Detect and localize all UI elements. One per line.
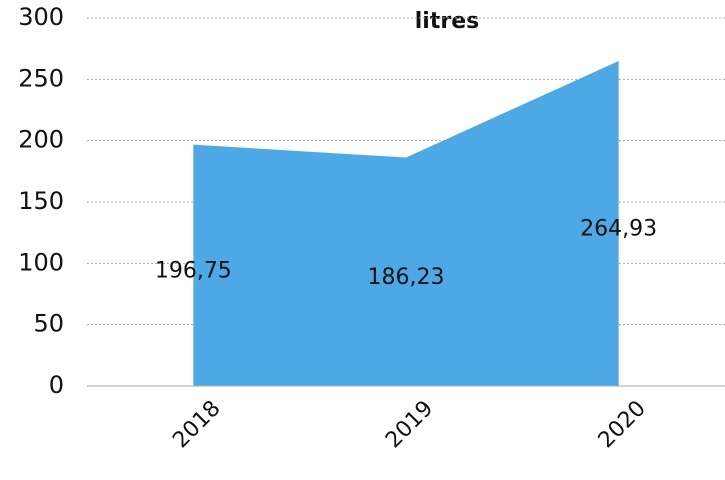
data-label: 196,75 <box>155 258 232 283</box>
area <box>193 61 619 387</box>
y-tick-label: 200 <box>18 126 64 154</box>
x-tick-label: 2020 <box>594 396 651 453</box>
chart-title: litres <box>415 9 479 34</box>
y-tick-label: 150 <box>18 187 64 215</box>
y-tick-label: 250 <box>18 64 64 92</box>
y-tick-label: 100 <box>18 248 64 276</box>
data-label: 186,23 <box>368 265 445 290</box>
y-tick-label: 50 <box>33 310 64 338</box>
x-tick-label: 2018 <box>168 396 225 453</box>
x-tick-label: 2019 <box>381 396 438 453</box>
y-tick-label: 0 <box>49 371 64 399</box>
y-tick-label: 300 <box>18 3 64 31</box>
data-label: 264,93 <box>580 217 657 242</box>
